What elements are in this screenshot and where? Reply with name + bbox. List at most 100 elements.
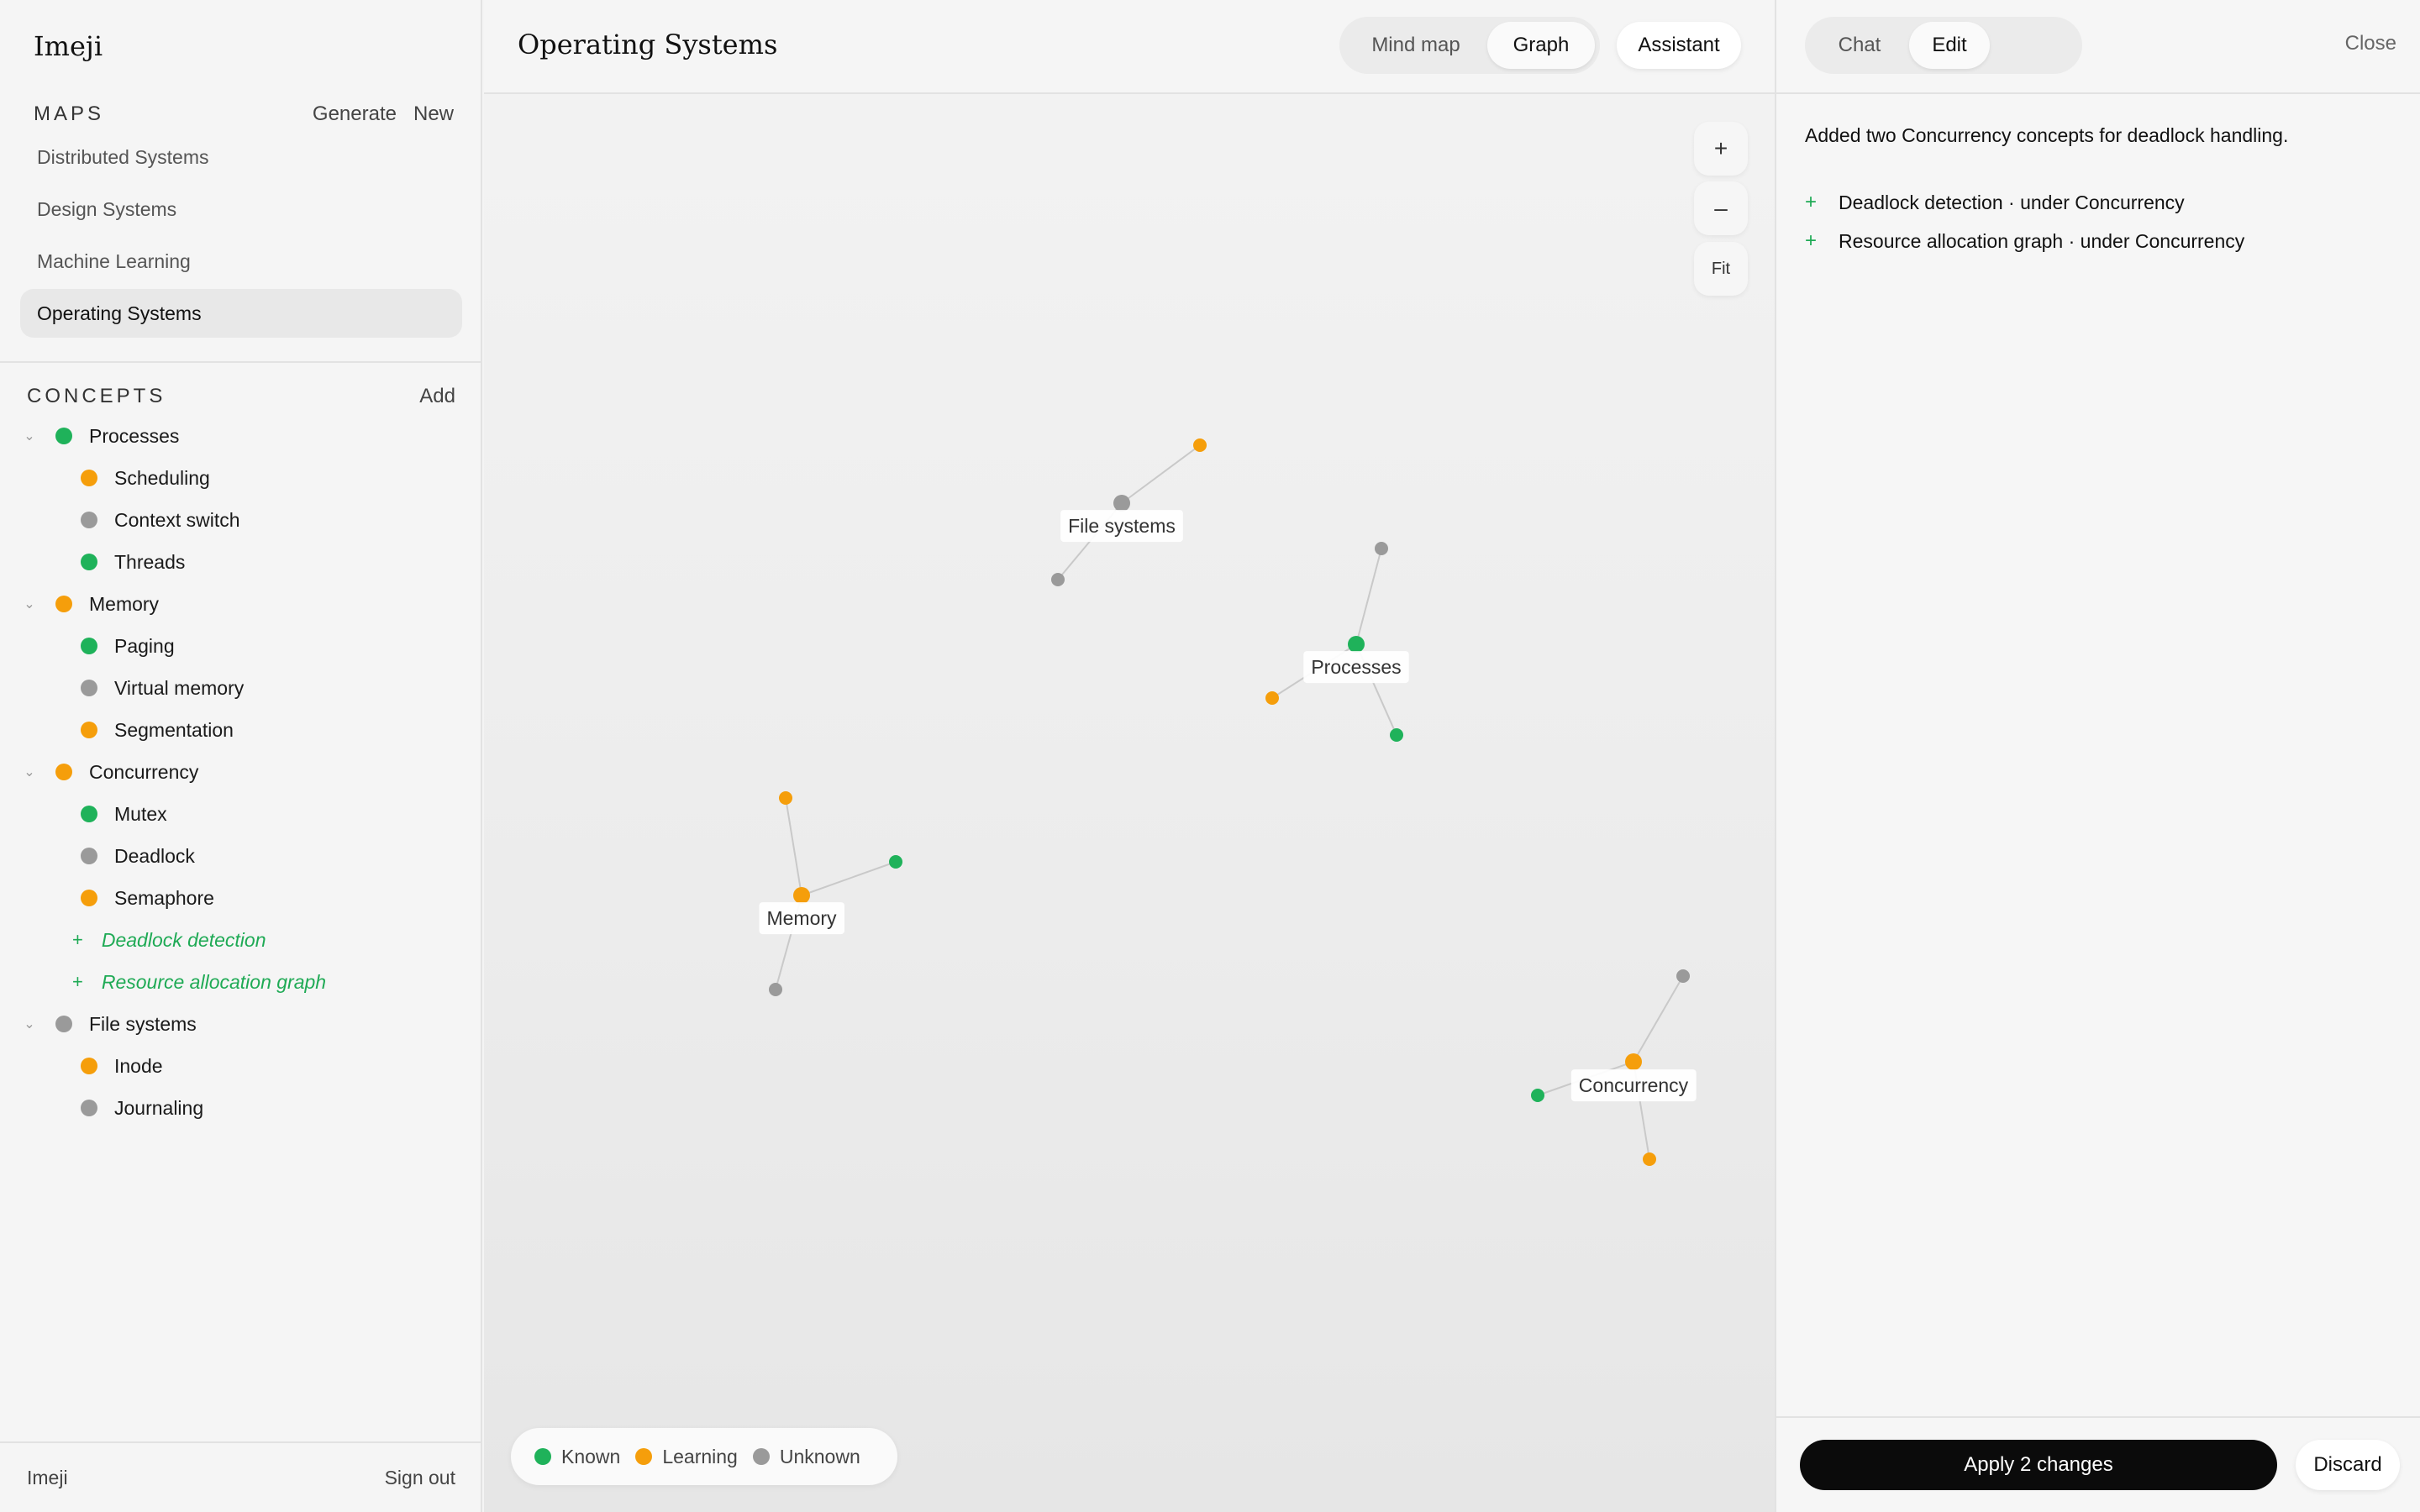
known-dot-icon (534, 1448, 551, 1465)
chevron-down-icon[interactable]: ⌄ (24, 429, 35, 444)
graph-edge (785, 797, 802, 896)
map-item-design-systems[interactable]: Design Systems (37, 197, 177, 220)
concept-concurrency[interactable]: ⌄ Concurrency (0, 751, 482, 793)
concept-paging[interactable]: Paging (0, 625, 482, 667)
graph-node-concurrency[interactable] (1625, 1053, 1642, 1070)
graph-child-node[interactable] (1531, 1089, 1544, 1102)
concept-virtual-memory[interactable]: Virtual memory (0, 667, 482, 709)
concept-context-switch[interactable]: Context switch (0, 499, 482, 541)
change-text: Resource allocation graph · under Concur… (1839, 229, 2245, 252)
tab-edit[interactable]: Edit (1909, 22, 1990, 69)
footer-app-name: Imeji (27, 1466, 68, 1488)
close-panel-button[interactable]: Close (2344, 32, 2396, 55)
graph-child-node[interactable] (1676, 969, 1690, 983)
status-dot-icon (81, 1058, 97, 1074)
concept-threads[interactable]: Threads (0, 541, 482, 583)
legend-unknown: Unknown (752, 1445, 860, 1468)
zoom-out-button[interactable]: – (1694, 181, 1748, 235)
graph-label-processes[interactable]: Processes (1311, 656, 1401, 678)
plus-icon: + (1805, 191, 1818, 213)
discard-button[interactable]: Discard (2296, 1440, 2400, 1490)
tab-chat[interactable]: Chat (1838, 34, 1881, 56)
new-map-button[interactable]: New (413, 102, 454, 125)
status-dot-icon (81, 806, 97, 822)
legend-unknown-label: Unknown (779, 1445, 860, 1467)
status-dot-icon (81, 848, 97, 864)
graph-edge (801, 861, 897, 896)
chevron-down-icon[interactable]: ⌄ (24, 597, 35, 612)
fit-button[interactable]: Fit (1694, 242, 1748, 296)
concept-label: Threads (114, 550, 186, 573)
mind-map-tab[interactable]: Mind map (1371, 34, 1460, 56)
graph-child-node[interactable] (889, 855, 902, 869)
sidebar-footer: Imeji Sign out (0, 1441, 482, 1512)
graph-node-memory[interactable] (793, 887, 810, 904)
change-list: + Deadlock detection · under Concurrency… (1805, 183, 2244, 260)
added-concept[interactable]: + Resource allocation graph (0, 961, 482, 1003)
concept-journaling[interactable]: Journaling (0, 1087, 482, 1129)
graph-node-file-systems[interactable] (1113, 495, 1130, 512)
concept-segmentation[interactable]: Segmentation (0, 709, 482, 751)
status-dot-icon (55, 596, 72, 612)
apply-changes-button[interactable]: Apply 2 changes (1800, 1440, 2277, 1490)
panel-tabs: Chat Edit (1805, 17, 2082, 74)
graph-label-concurrency[interactable]: Concurrency (1579, 1074, 1689, 1096)
status-dot-icon (81, 512, 97, 528)
concept-tree: ⌄ Processes Scheduling Context switch Thread… (0, 415, 482, 1129)
map-item-machine-learning[interactable]: Machine Learning (37, 249, 191, 272)
concept-label: Scheduling (114, 466, 210, 489)
plus-icon: + (72, 929, 83, 950)
change-text: Deadlock detection · under Concurrency (1839, 191, 2185, 213)
status-dot-icon (55, 764, 72, 780)
graph-node-processes[interactable] (1348, 636, 1365, 653)
assistant-button[interactable]: Assistant (1617, 22, 1741, 69)
concept-label: Context switch (114, 508, 240, 531)
graph-edge (1355, 548, 1382, 645)
concepts-header: CONCEPTS Add (27, 381, 455, 412)
concept-label: Deadlock (114, 844, 195, 867)
sign-out-button[interactable]: Sign out (384, 1466, 455, 1488)
concept-scheduling[interactable]: Scheduling (0, 457, 482, 499)
status-dot-icon (55, 428, 72, 444)
graph-child-node[interactable] (1265, 691, 1279, 705)
status-dot-icon (81, 638, 97, 654)
graph-canvas[interactable]: File systems Processes Memory Concurrency (484, 0, 1775, 1512)
graph-tab[interactable]: Graph (1487, 22, 1595, 69)
sidebar-divider (0, 361, 482, 363)
concept-memory[interactable]: ⌄ Memory (0, 583, 482, 625)
zoom-in-button[interactable]: + (1694, 122, 1748, 176)
graph-child-node[interactable] (1051, 573, 1065, 586)
graph-child-node[interactable] (1390, 728, 1403, 742)
graph-view: Operating Systems Mind map Graph Assista… (484, 0, 1775, 1512)
map-item-distributed-systems[interactable]: Distributed Systems (37, 145, 209, 168)
concept-label: Mutex (114, 802, 167, 825)
status-dot-icon (81, 680, 97, 696)
graph-child-node[interactable] (1643, 1152, 1656, 1166)
graph-label-file-systems[interactable]: File systems (1068, 515, 1176, 537)
generate-map-button[interactable]: Generate (312, 102, 397, 125)
chevron-down-icon[interactable]: ⌄ (24, 765, 35, 780)
graph-child-node[interactable] (1375, 542, 1388, 555)
unknown-dot-icon (752, 1448, 770, 1465)
add-concept-button[interactable]: Add (419, 385, 455, 407)
concept-label: Journaling (114, 1096, 204, 1119)
graph-child-node[interactable] (769, 983, 782, 996)
concept-deadlock[interactable]: Deadlock (0, 835, 482, 877)
edit-summary: Added two Concurrency concepts for deadl… (1805, 124, 2289, 146)
concept-processes[interactable]: ⌄ Processes (0, 415, 482, 457)
concept-mutex[interactable]: Mutex (0, 793, 482, 835)
graph-child-node[interactable] (779, 791, 792, 805)
maps-actions: Generate New (313, 102, 454, 126)
concept-inode[interactable]: Inode (0, 1045, 482, 1087)
legend-learning-label: Learning (662, 1445, 738, 1467)
added-concept-label: Resource allocation graph (101, 970, 327, 993)
added-concept[interactable]: + Deadlock detection (0, 919, 482, 961)
concept-file-systems[interactable]: ⌄ File systems (0, 1003, 482, 1045)
concept-label: Segmentation (114, 718, 234, 741)
concept-label: File systems (89, 1012, 197, 1035)
chevron-down-icon[interactable]: ⌄ (24, 1017, 35, 1032)
graph-child-node[interactable] (1193, 438, 1207, 452)
graph-label-memory[interactable]: Memory (766, 907, 837, 929)
map-item-operating-systems[interactable]: Operating Systems (20, 289, 462, 338)
concept-semaphore[interactable]: Semaphore (0, 877, 482, 919)
